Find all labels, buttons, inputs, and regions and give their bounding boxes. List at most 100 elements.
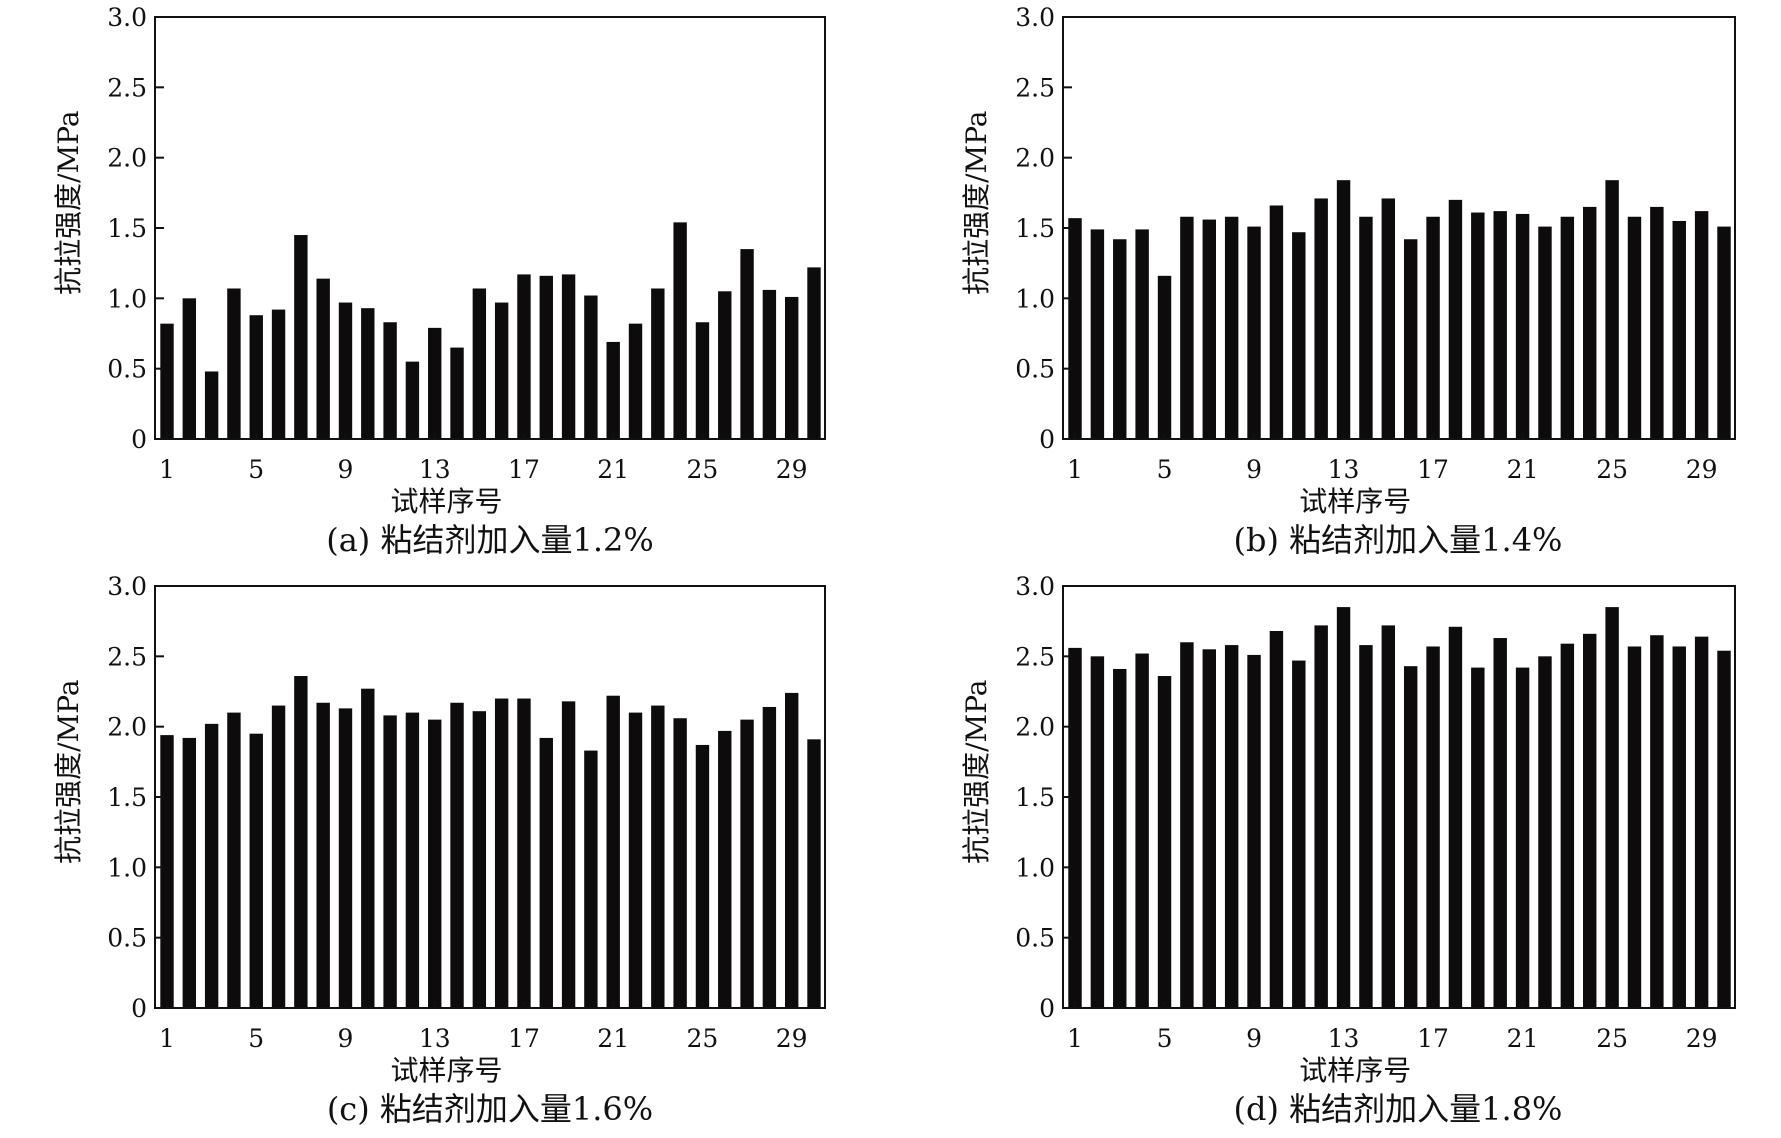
x-tick-label: 9 — [1246, 455, 1262, 484]
y-tick-label: 1.0 — [1015, 853, 1055, 882]
bar-d-26 — [1627, 646, 1642, 1008]
bar-a-25 — [695, 322, 710, 439]
bar-b-13 — [1336, 180, 1351, 440]
bar-c-23 — [651, 705, 665, 1008]
bar-c-13 — [428, 719, 442, 1008]
x-tick-label: 9 — [338, 1024, 354, 1053]
bar-c-3 — [204, 723, 219, 1008]
y-tick-label: 1.5 — [1015, 783, 1055, 812]
bar-b-30 — [1717, 226, 1731, 439]
bar-d-18 — [1448, 626, 1463, 1008]
x-tick-label: 1 — [159, 455, 175, 484]
x-tick-label: 25 — [687, 1024, 719, 1053]
chart-panel-d: 0 0.5 1.0 1.5 2.0 2.5 3.0 1 5 9 13 17 21 25 29 试样序号 抗拉强度… — [960, 572, 1736, 1128]
bar-c-24 — [673, 718, 687, 1008]
bar-c-21 — [606, 695, 620, 1008]
bar-b-27 — [1650, 206, 1664, 439]
bar-a-16 — [494, 302, 509, 439]
bar-b-18 — [1448, 199, 1463, 439]
bar-c-28 — [762, 706, 777, 1008]
bar-d-8 — [1224, 645, 1239, 1008]
panel-caption: (c) 粘结剂加入量1.6% — [327, 1090, 653, 1128]
y-axis-label: 抗拉强度/MPa — [52, 679, 85, 863]
bar-a-17 — [517, 274, 531, 439]
bar-c-11 — [383, 715, 397, 1008]
x-tick-label: 5 — [248, 1024, 264, 1053]
x-tick-label: 25 — [1596, 455, 1628, 484]
bar-b-26 — [1627, 216, 1642, 439]
bar-c-9 — [338, 708, 353, 1008]
chart-panel-c: 0 0.5 1.0 1.5 2.0 2.5 3.0 1 5 9 13 17 21 25 29 试样序号 抗拉强度… — [52, 572, 826, 1128]
bar-d-10 — [1269, 631, 1284, 1008]
bar-b-15 — [1381, 198, 1396, 439]
bar-b-7 — [1202, 219, 1216, 439]
bar-c-1 — [160, 735, 174, 1008]
y-tick-label: 1.5 — [1015, 214, 1055, 243]
bar-a-1 — [160, 323, 174, 439]
bar-b-29 — [1694, 211, 1709, 439]
x-tick-label: 9 — [1246, 1024, 1262, 1053]
bar-a-26 — [718, 291, 732, 439]
y-tick-label: 0 — [1039, 994, 1055, 1023]
bar-d-29 — [1694, 636, 1709, 1008]
bar-a-20 — [584, 295, 598, 439]
bar-b-24 — [1583, 206, 1597, 439]
x-tick-label: 25 — [687, 455, 719, 484]
y-tick-label: 0.5 — [107, 924, 147, 953]
panel-caption: (b) 粘结剂加入量1.4% — [1234, 521, 1563, 559]
x-tick-label: 17 — [508, 455, 540, 484]
y-tick-label: 1.0 — [1015, 284, 1055, 313]
bar-b-23 — [1560, 216, 1575, 439]
y-tick-label: 0.5 — [1015, 924, 1055, 953]
bar-b-28 — [1672, 220, 1686, 439]
x-axis-label: 试样序号 — [1299, 1054, 1411, 1087]
bar-a-21 — [606, 341, 620, 439]
bar-a-30 — [807, 267, 821, 439]
x-tick-label: 5 — [1157, 455, 1173, 484]
bar-c-29 — [785, 692, 799, 1008]
x-tick-label: 17 — [508, 1024, 540, 1053]
bar-c-25 — [695, 744, 710, 1008]
x-axis-label: 试样序号 — [1299, 485, 1411, 518]
bar-a-5 — [249, 315, 263, 439]
y-tick-label: 0.5 — [107, 355, 147, 384]
bar-d-16 — [1403, 666, 1418, 1008]
bar-a-14 — [450, 347, 464, 439]
x-axis-label: 试样序号 — [390, 485, 502, 518]
bar-c-10 — [361, 688, 375, 1008]
bar-b-5 — [1157, 275, 1172, 439]
x-tick-label: 13 — [1328, 1024, 1360, 1053]
bar-b-1 — [1068, 218, 1082, 439]
bar-a-29 — [785, 296, 799, 439]
x-tick-label: 9 — [338, 455, 354, 484]
bar-a-23 — [651, 288, 665, 439]
x-tick-label: 29 — [1686, 455, 1718, 484]
bar-b-2 — [1090, 229, 1105, 439]
bar-d-23 — [1560, 643, 1575, 1008]
bar-a-28 — [762, 289, 777, 439]
bar-d-17 — [1426, 646, 1440, 1008]
bar-c-5 — [249, 733, 263, 1008]
x-tick-label: 29 — [776, 455, 808, 484]
x-tick-label: 5 — [1157, 1024, 1173, 1053]
x-tick-label: 21 — [1507, 455, 1539, 484]
y-tick-label: 2.5 — [1015, 73, 1055, 102]
y-tick-label: 2.5 — [107, 73, 147, 102]
chart-panel-b: 0 0.5 1.0 1.5 2.0 2.5 3.0 1 5 9 13 17 21 25 29 试样序号 抗拉强度… — [960, 3, 1736, 559]
bar-c-26 — [718, 730, 732, 1008]
y-tick-label: 2.5 — [1015, 642, 1055, 671]
bar-c-17 — [517, 698, 531, 1008]
bar-c-7 — [294, 676, 308, 1008]
bar-b-21 — [1515, 213, 1530, 439]
bar-d-14 — [1359, 645, 1373, 1008]
x-tick-label: 1 — [159, 1024, 175, 1053]
bar-d-1 — [1068, 647, 1082, 1008]
bar-a-13 — [428, 327, 442, 439]
y-tick-label: 2.0 — [1015, 713, 1055, 742]
bar-d-20 — [1493, 638, 1507, 1008]
y-axis-label: 抗拉强度/MPa — [960, 110, 993, 294]
y-axis-label: 抗拉强度/MPa — [52, 110, 85, 294]
x-tick-label: 29 — [776, 1024, 808, 1053]
bar-d-13 — [1336, 607, 1351, 1008]
y-tick-label: 1.0 — [107, 284, 147, 313]
